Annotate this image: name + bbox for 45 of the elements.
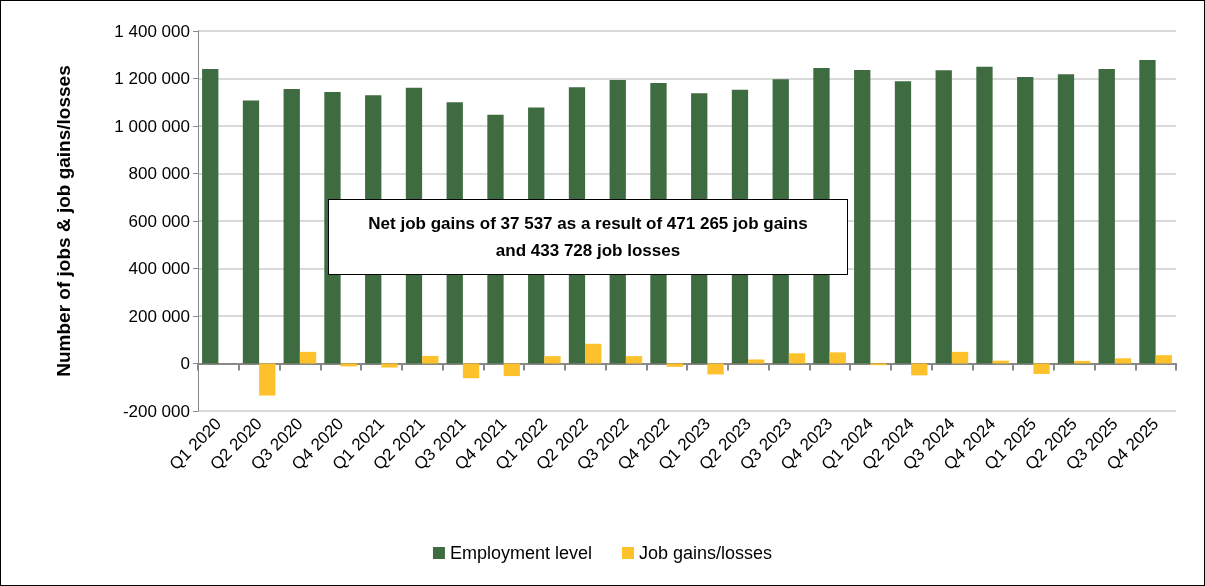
bar bbox=[829, 352, 846, 364]
annotation: Net job gains of 37 537 as a result of 471 265 job gains and 433 728 job losses bbox=[368, 213, 808, 262]
bar bbox=[1033, 363, 1050, 374]
bar bbox=[1139, 59, 1156, 364]
bar bbox=[992, 360, 1009, 364]
bar bbox=[788, 353, 806, 364]
bar bbox=[299, 351, 317, 364]
y-tick-label: 400 000 bbox=[128, 259, 190, 278]
bar bbox=[462, 363, 480, 379]
y-tick-label: 1 200 000 bbox=[114, 69, 190, 88]
y-tick-label: 800 000 bbox=[128, 164, 190, 183]
bar bbox=[911, 363, 928, 376]
bar bbox=[1074, 360, 1091, 364]
bar bbox=[381, 363, 398, 368]
y-tick-label: 600 000 bbox=[128, 211, 190, 231]
bar bbox=[1155, 355, 1172, 364]
bar bbox=[585, 343, 602, 364]
bar bbox=[1098, 69, 1115, 364]
y-tick-label: 0 bbox=[180, 354, 190, 373]
bar bbox=[1114, 358, 1132, 364]
bar bbox=[1017, 77, 1034, 364]
bar bbox=[544, 356, 561, 364]
bar bbox=[951, 351, 969, 364]
y-tick-label: 1 400 000 bbox=[114, 21, 190, 41]
legend-label: Employment level bbox=[449, 543, 592, 563]
bar bbox=[503, 363, 520, 377]
text-box: Net job gains of 37 537 as a result of 471 265 job gains and 433 728 job losses bbox=[328, 199, 848, 275]
bar bbox=[625, 356, 643, 364]
bar bbox=[283, 88, 300, 364]
y-axis-title: Number of jobs & job gains/losses bbox=[53, 65, 74, 377]
y-tick-label: 200 000 bbox=[128, 306, 190, 326]
bar bbox=[242, 100, 260, 364]
y-tick-label: 1 000 000 bbox=[114, 116, 190, 136]
bar bbox=[422, 355, 439, 364]
bar bbox=[894, 81, 912, 364]
legend-label: Job gains/losses bbox=[638, 543, 773, 563]
bar bbox=[259, 363, 276, 396]
bar bbox=[707, 363, 724, 375]
y-tick-label: -200 000 bbox=[122, 401, 190, 421]
bar bbox=[976, 66, 993, 364]
bar bbox=[1057, 74, 1075, 364]
bar bbox=[202, 69, 219, 364]
bar bbox=[935, 70, 952, 364]
bar bbox=[854, 69, 871, 364]
bar bbox=[748, 359, 765, 364]
